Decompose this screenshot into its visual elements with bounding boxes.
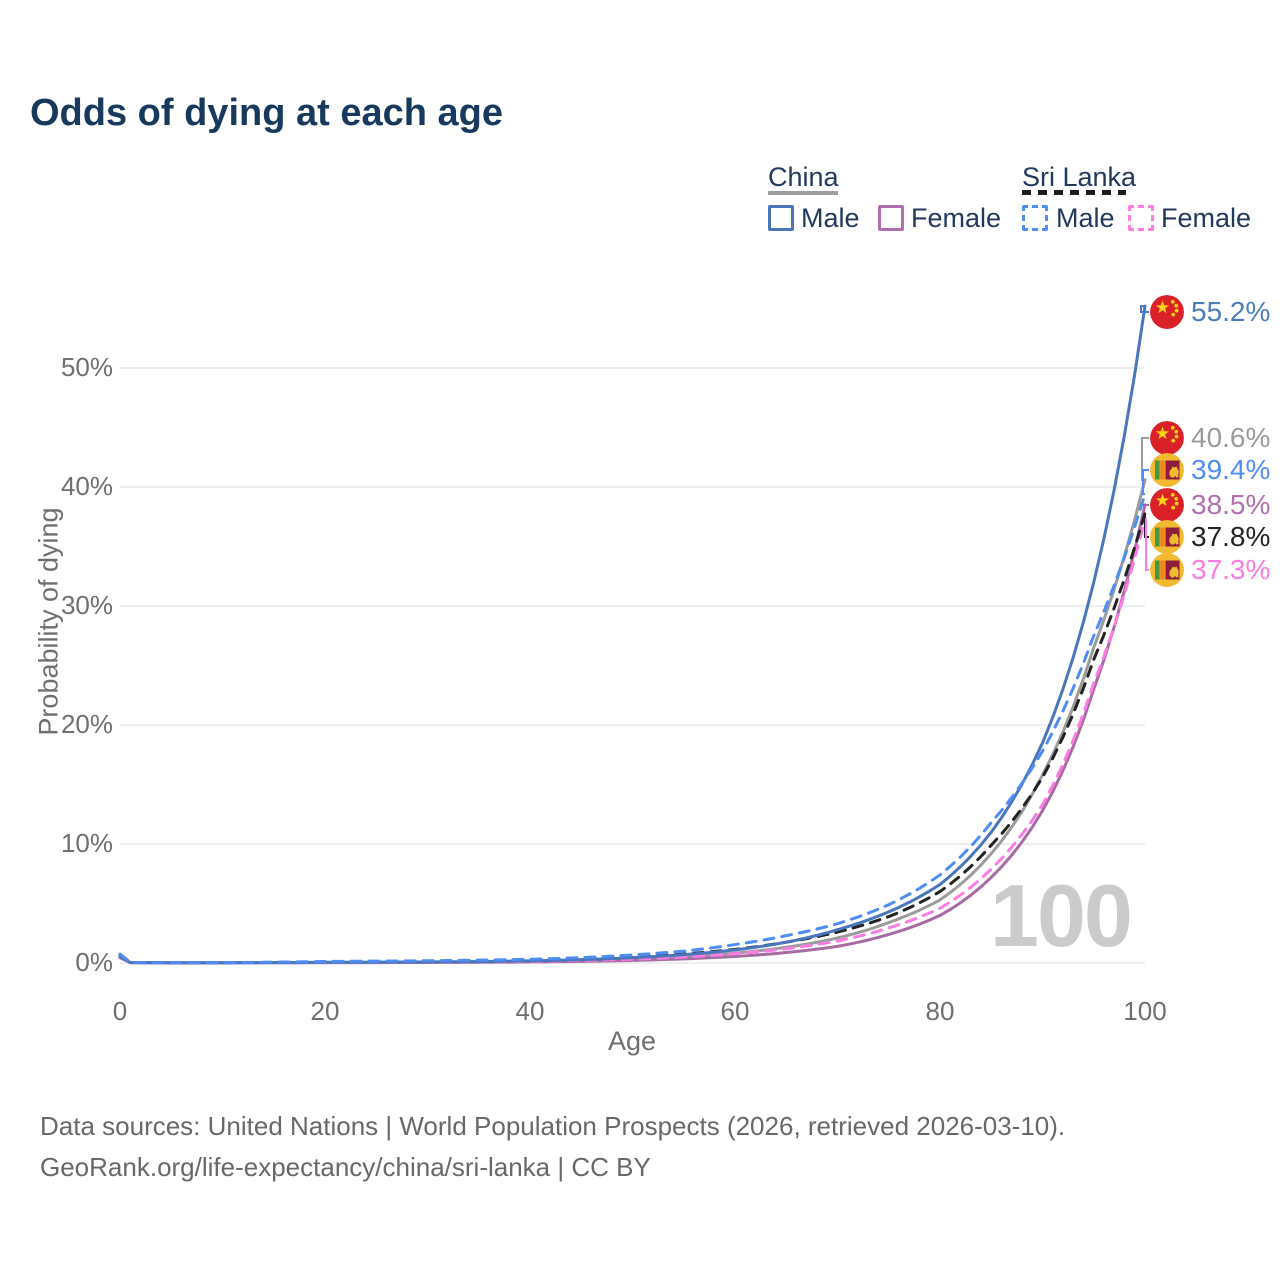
leader-line-sri-lanka-male (1142, 469, 1149, 496)
x-tick-40: 40 (515, 996, 545, 1026)
x-tick-20: 20 (310, 996, 340, 1026)
sri-lanka-flag-icon (1150, 453, 1184, 487)
end-label-sri-lanka-male: 39.4% (1150, 453, 1270, 487)
legend-swatch-sri-lanka-male[interactable] (1022, 205, 1048, 231)
legend-label-china-female: Female (911, 203, 1002, 233)
x-tick-100: 100 (1123, 996, 1167, 1026)
y-tick-40%: 40% (60, 471, 113, 501)
legend-group-china-title: China (768, 162, 839, 192)
end-label-china-male: 55.2% (1150, 295, 1270, 329)
page-title: Odds of dying at each age (30, 92, 503, 134)
y-tick-10%: 10% (60, 828, 113, 858)
legend-label-sri-lanka-male: Male (1056, 203, 1115, 233)
y-tick-20%: 20% (60, 709, 113, 739)
series-line-china-male[interactable] (118, 304, 1147, 965)
sri-lanka-flag-icon (1150, 520, 1184, 554)
leader-line-sri-lanka-female (1145, 518, 1149, 571)
data-source-note: Data sources: United Nations | World Pop… (40, 1106, 1065, 1188)
x-axis-title: Age (607, 1026, 657, 1056)
leader-line-china-male (1140, 305, 1149, 313)
legend-label-sri-lanka-female: Female (1161, 203, 1252, 233)
end-label-value-sri-lanka-male: 39.4% (1191, 454, 1271, 485)
leader-lines (1140, 305, 1149, 571)
legend-group-sri-lanka-title: Sri Lanka (1022, 162, 1137, 192)
y-tick-50%: 50% (60, 352, 113, 382)
legend-label-china-male: Male (801, 203, 860, 233)
legend-swatch-china-female[interactable] (878, 205, 904, 231)
legend-china-line-sample (768, 191, 838, 195)
legend-sri-lanka-line-sample (1022, 190, 1126, 195)
y-tick-30%: 30% (60, 590, 113, 620)
source-line-2: GeoRank.org/life-expectancy/china/sri-la… (40, 1152, 651, 1182)
end-label-sri-lanka-total: 37.8% (1150, 520, 1270, 554)
end-label-value-sri-lanka-female: 37.3% (1191, 554, 1271, 585)
series-line-sri-lanka-male[interactable] (118, 492, 1147, 965)
x-tick-60: 60 (720, 996, 750, 1026)
end-label-china-total: 40.6% (1150, 421, 1270, 455)
gridlines (120, 367, 1145, 964)
age-watermark: 100 (990, 866, 1133, 965)
y-tick-0%: 0% (75, 947, 113, 977)
x-tick-0: 0 (112, 996, 128, 1026)
china-flag-icon (1150, 421, 1184, 455)
china-flag-icon (1150, 488, 1184, 522)
source-line-1: Data sources: United Nations | World Pop… (40, 1111, 1066, 1141)
sri-lanka-flag-icon (1150, 553, 1184, 587)
legend-swatch-china-male[interactable] (768, 205, 794, 231)
end-label-value-china-female: 38.5% (1191, 489, 1271, 520)
end-label-value-china-male: 55.2% (1191, 296, 1271, 327)
end-label-sri-lanka-female: 37.3% (1150, 553, 1270, 587)
end-label-value-china-total: 40.6% (1191, 422, 1271, 453)
china-flag-icon (1150, 295, 1184, 329)
end-label-value-sri-lanka-total: 37.8% (1191, 521, 1271, 552)
x-tick-80: 80 (925, 996, 955, 1026)
legend-swatch-sri-lanka-female[interactable] (1128, 205, 1154, 231)
end-label-china-female: 38.5% (1150, 488, 1270, 522)
